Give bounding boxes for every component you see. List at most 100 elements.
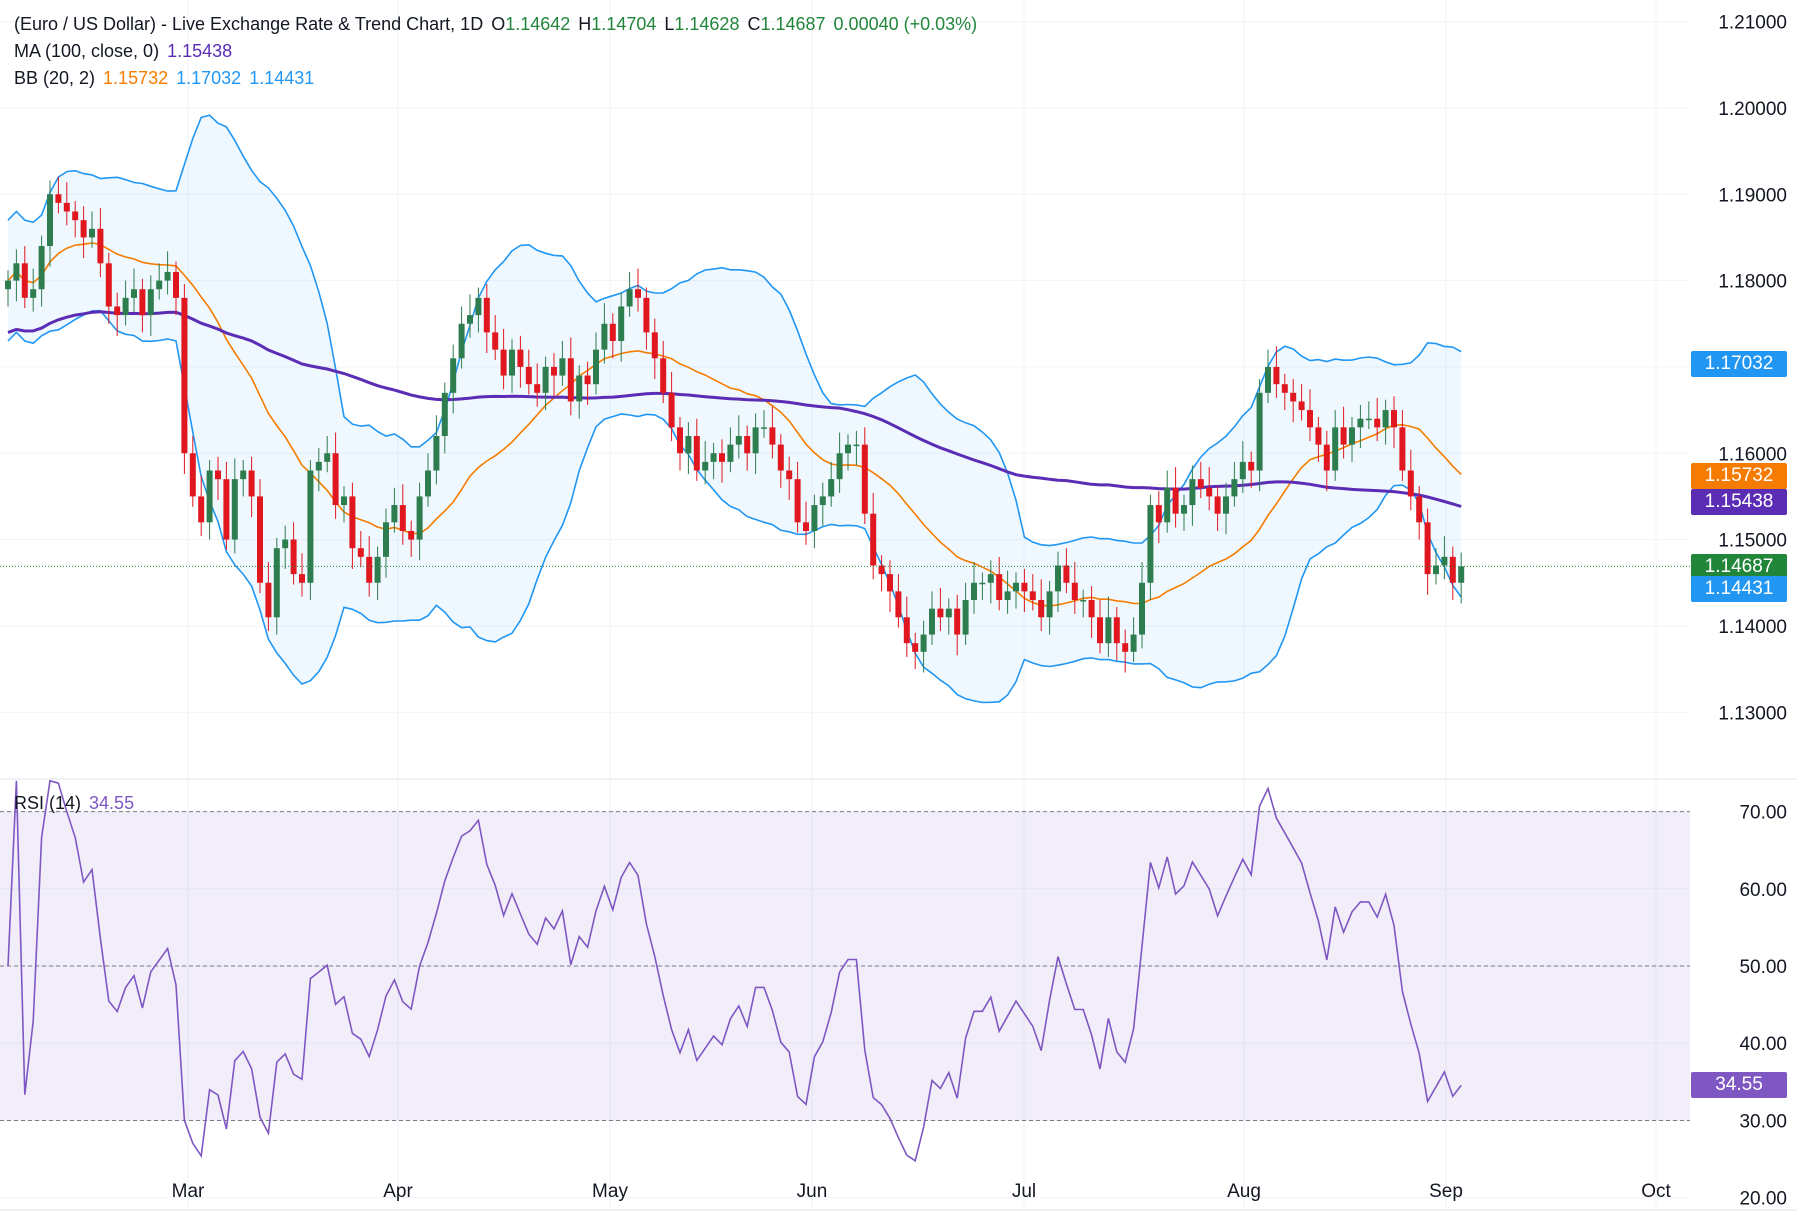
- candle-body: [1097, 617, 1103, 644]
- candle-body: [534, 384, 541, 393]
- candle-body: [299, 574, 305, 583]
- price-tick-label: 1.14000: [1718, 617, 1787, 638]
- candle-body: [1248, 461, 1255, 471]
- candle-body: [836, 453, 843, 480]
- candle-body: [1365, 418, 1372, 421]
- bb-legend-basis: 1.15732: [103, 68, 169, 88]
- candle-body: [971, 582, 977, 601]
- ma-legend-label: MA (100, close, 0): [14, 41, 160, 61]
- candle-body: [786, 470, 793, 480]
- candle-body: [1197, 479, 1204, 488]
- candle-body: [1063, 565, 1070, 583]
- candle-body: [685, 435, 692, 454]
- candle-body: [643, 297, 650, 333]
- candle-body: [1315, 427, 1322, 445]
- candle-body: [870, 513, 877, 566]
- candle-body: [1399, 427, 1406, 471]
- ohlc-close: C1.14687: [747, 14, 826, 34]
- candle-body: [467, 315, 473, 324]
- rsi-tick-label: 50.00: [1739, 957, 1787, 978]
- candle-body: [366, 556, 373, 583]
- candle-body: [1416, 496, 1423, 523]
- rsi-legend: RSI (14) 34.55: [14, 793, 142, 814]
- candle-body: [156, 280, 163, 290]
- candle-body: [1265, 366, 1271, 393]
- candle-body: [954, 608, 961, 635]
- time-axis-labels: Mar Apr May Jun Jul Aug Sep Oct: [172, 1181, 1672, 1202]
- candle-body: [349, 496, 356, 549]
- candle-body: [1231, 479, 1238, 497]
- candle-body: [265, 582, 272, 618]
- rsi-tick-label: 20.00: [1739, 1189, 1787, 1210]
- price-tag: 1.14687: [1691, 553, 1787, 580]
- candle-body: [1433, 565, 1439, 575]
- candle-body: [1046, 591, 1053, 618]
- candle-body: [1256, 392, 1263, 471]
- candle-body: [332, 453, 339, 506]
- candle-body: [1206, 487, 1213, 497]
- price-tag: 1.15732: [1691, 463, 1787, 490]
- candle-body: [1441, 556, 1448, 566]
- candle-body: [1029, 591, 1036, 601]
- candle-body: [441, 392, 448, 436]
- candle-body: [794, 479, 801, 523]
- bb-legend-label: BB (20, 2): [14, 68, 96, 88]
- candle-body: [693, 435, 700, 471]
- candle-body: [408, 530, 415, 540]
- candle-body: [433, 435, 440, 471]
- candle-body: [979, 582, 986, 585]
- candle-body: [1130, 634, 1137, 652]
- candle-body: [206, 470, 213, 523]
- ohlc-change: 0.00040 (+0.03%): [833, 14, 978, 34]
- candle-body: [1055, 565, 1061, 592]
- candle-body: [1214, 496, 1221, 514]
- candle-body: [1239, 461, 1246, 480]
- price-tick-label: 1.18000: [1718, 272, 1787, 293]
- candle-body: [1281, 384, 1288, 393]
- candle-body: [584, 375, 591, 385]
- candle-body: [962, 600, 969, 635]
- candle-body: [38, 246, 45, 290]
- candle-body: [601, 323, 608, 350]
- candle-body: [1105, 617, 1112, 644]
- price-tick-label: 1.19000: [1718, 185, 1787, 206]
- candle-body: [164, 271, 171, 281]
- candle-body: [517, 349, 524, 367]
- rsi-legend-value: 34.55: [89, 793, 135, 813]
- vertical-gridlines: [187, 0, 1657, 1210]
- candle-body: [173, 271, 179, 298]
- candle-body: [80, 220, 87, 238]
- candle-body: [383, 522, 389, 557]
- price-tick-label: 1.16000: [1718, 444, 1787, 465]
- candle-body: [761, 427, 767, 429]
- candle-body: [500, 349, 507, 376]
- candle-body: [660, 358, 667, 393]
- bb-legend-upper: 1.17032: [176, 68, 242, 88]
- candle-body: [1139, 582, 1145, 635]
- candle-body: [1307, 410, 1313, 428]
- candle-body: [945, 608, 952, 618]
- candle-body: [819, 496, 826, 506]
- candle-body: [542, 366, 549, 393]
- candle-body: [735, 435, 742, 445]
- candle-body: [744, 435, 751, 454]
- rsi-tick-label: 30.00: [1739, 1111, 1787, 1132]
- rsi-band: [0, 811, 1690, 1121]
- candle-body: [576, 375, 583, 402]
- ma-legend: MA (100, close, 0) 1.15438: [14, 41, 240, 62]
- candle-body: [1407, 470, 1414, 497]
- candle-body: [122, 297, 129, 316]
- candle-body: [895, 591, 902, 618]
- ohlc-open: O1.14642: [491, 14, 571, 34]
- candle-body: [618, 306, 625, 342]
- chart-title: (Euro / US Dollar) - Live Exchange Rate …: [14, 14, 484, 34]
- candle-body: [1391, 410, 1397, 428]
- candle-body: [567, 358, 574, 402]
- candle-body: [1273, 366, 1280, 385]
- candle-body: [282, 539, 289, 549]
- bollinger-band-fill: [8, 115, 1462, 703]
- candle-body: [551, 366, 557, 376]
- candle-body: [752, 427, 759, 454]
- candle-body: [273, 548, 280, 618]
